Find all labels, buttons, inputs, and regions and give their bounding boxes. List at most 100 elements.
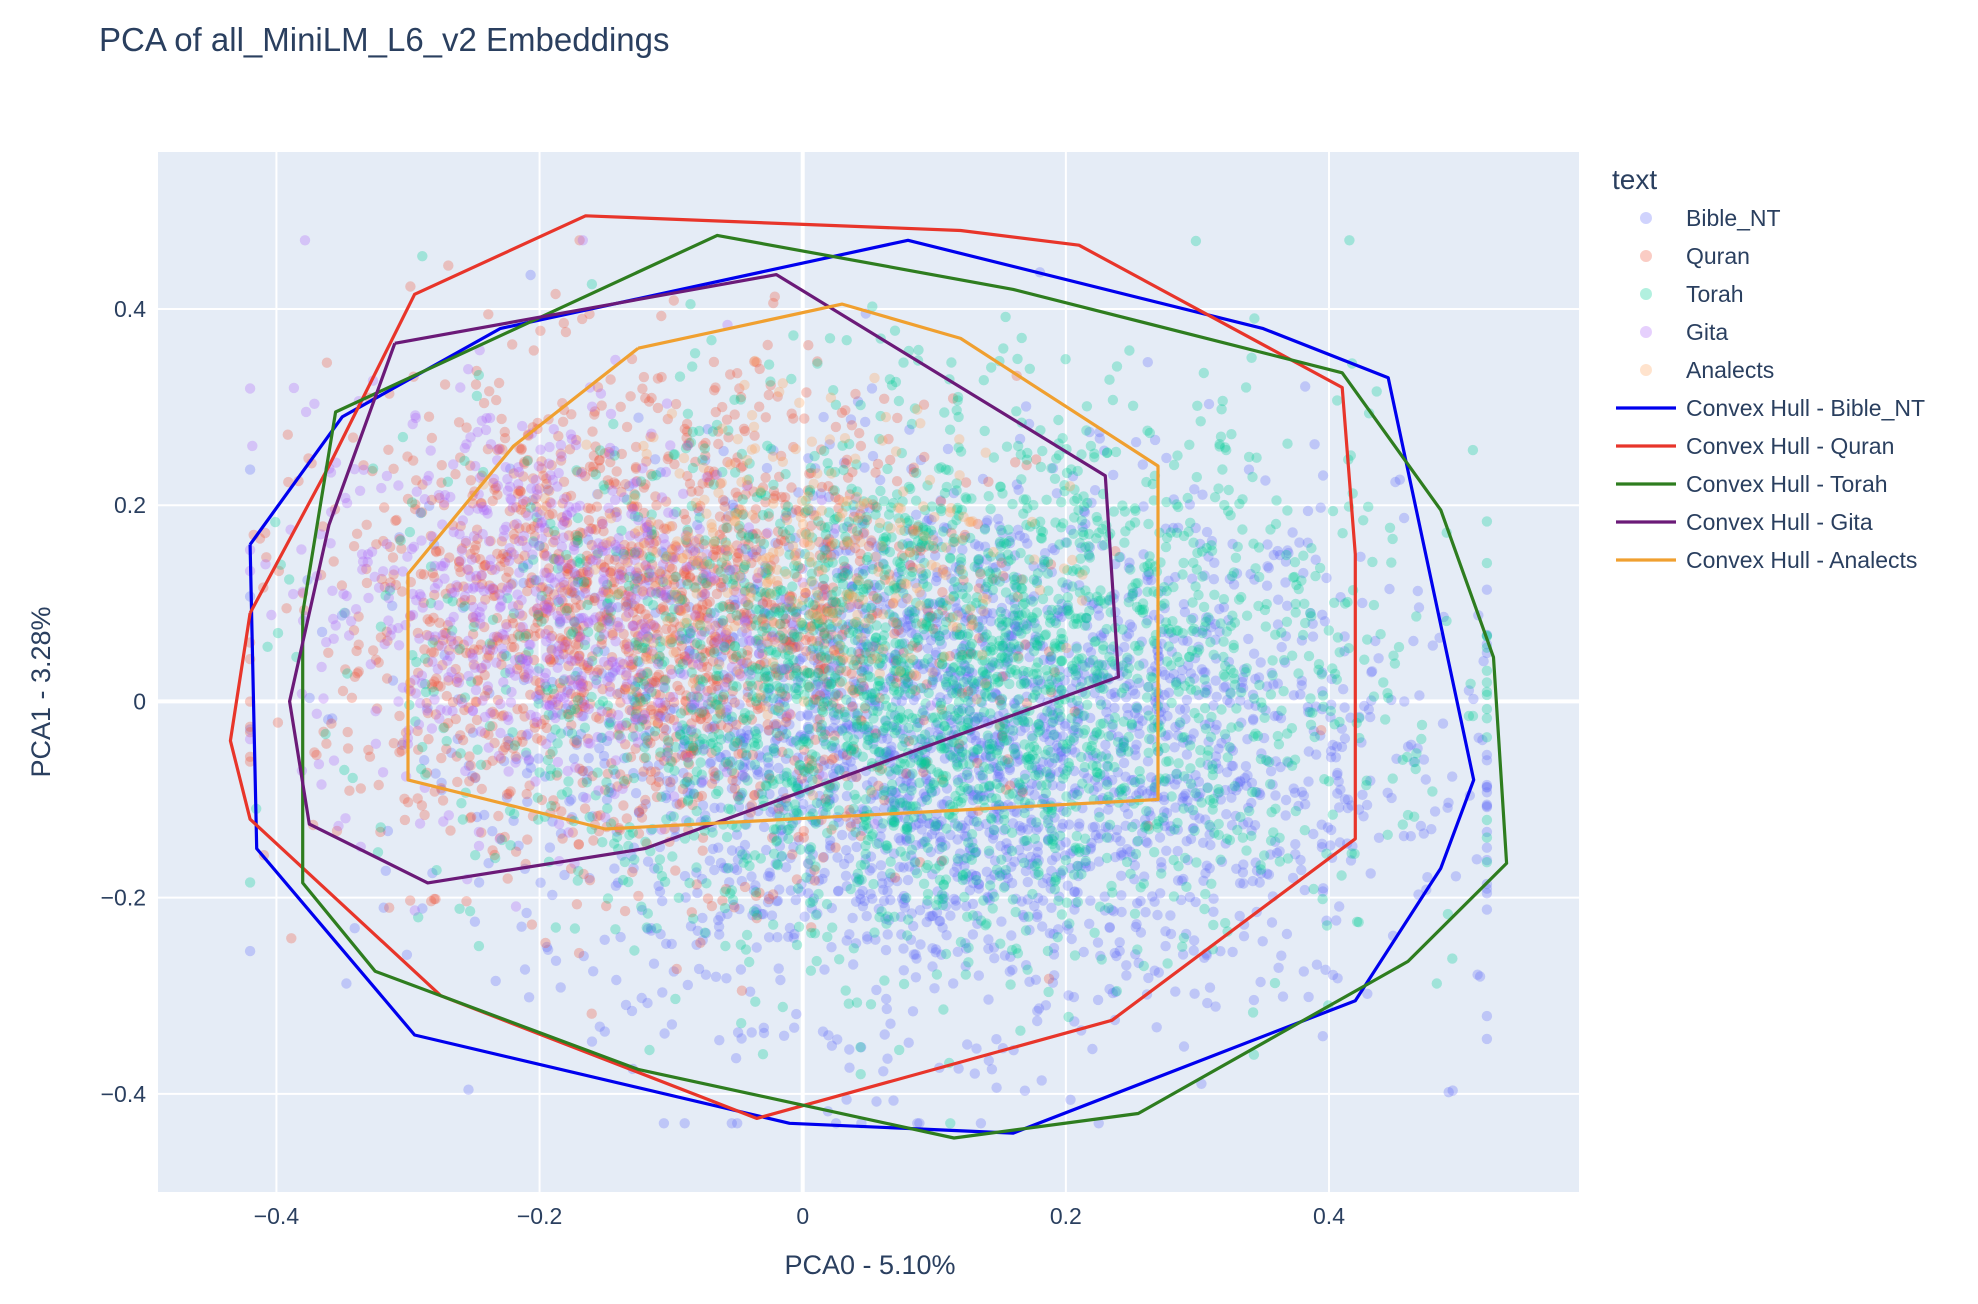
scatter-point bbox=[846, 420, 858, 431]
scatter-point bbox=[1295, 854, 1306, 866]
scatter-point bbox=[758, 821, 770, 833]
scatter-point bbox=[925, 846, 936, 858]
scatter-point bbox=[894, 794, 906, 805]
scatter-point bbox=[1399, 696, 1410, 707]
scatter-point bbox=[970, 847, 981, 858]
scatter-point bbox=[899, 902, 910, 913]
scatter-point bbox=[1065, 1094, 1076, 1106]
scatter-point bbox=[777, 831, 788, 842]
scatter-point bbox=[1049, 753, 1060, 764]
scatter-point bbox=[868, 738, 879, 749]
scatter-point bbox=[1277, 991, 1289, 1002]
scatter-point bbox=[1037, 895, 1049, 906]
scatter-point bbox=[1231, 785, 1242, 796]
scatter-point bbox=[976, 740, 987, 751]
scatter-point bbox=[1013, 782, 1025, 794]
scatter-point bbox=[898, 978, 910, 990]
scatter-point bbox=[903, 678, 914, 689]
scatter-point bbox=[892, 412, 903, 424]
scatter-point bbox=[878, 782, 890, 794]
scatter-point bbox=[920, 710, 931, 722]
scatter-point bbox=[903, 1037, 914, 1048]
scatter-point bbox=[772, 932, 783, 943]
scatter-point bbox=[1062, 602, 1073, 614]
scatter-point bbox=[765, 871, 776, 882]
scatter-point bbox=[1093, 807, 1105, 818]
scatter-point bbox=[651, 633, 662, 644]
scatter-point bbox=[588, 835, 599, 846]
scatter-point bbox=[1124, 654, 1135, 665]
scatter-point bbox=[1198, 837, 1209, 848]
scatter-point bbox=[985, 880, 996, 891]
scatter-point bbox=[1243, 699, 1254, 710]
scatter-point bbox=[1442, 802, 1453, 813]
scatter-point bbox=[1104, 983, 1115, 995]
scatter-point bbox=[1190, 896, 1201, 908]
scatter-point bbox=[501, 572, 512, 583]
scatter-point bbox=[652, 402, 664, 414]
scatter-point bbox=[827, 743, 838, 754]
scatter-point bbox=[640, 794, 651, 806]
scatter-point bbox=[1331, 915, 1342, 926]
scatter-point bbox=[982, 588, 993, 600]
scatter-point bbox=[934, 723, 945, 735]
scatter-point bbox=[691, 805, 702, 817]
scatter-point bbox=[1119, 537, 1130, 548]
scatter-point bbox=[1010, 741, 1021, 753]
scatter-point bbox=[1222, 767, 1233, 778]
scatter-point bbox=[808, 579, 820, 591]
scatter-point bbox=[1290, 849, 1301, 860]
scatter-point bbox=[960, 612, 972, 623]
scatter-point bbox=[840, 870, 852, 881]
scatter-point bbox=[726, 1118, 737, 1129]
scatter-point bbox=[321, 357, 333, 368]
scatter-point bbox=[1104, 922, 1115, 933]
scatter-point bbox=[1004, 762, 1015, 774]
scatter-point bbox=[519, 964, 531, 975]
scatter-point bbox=[889, 710, 901, 721]
scatter-point bbox=[627, 866, 638, 878]
scatter-point bbox=[855, 893, 866, 905]
scatter-point bbox=[522, 796, 533, 807]
scatter-point bbox=[1166, 646, 1178, 657]
scatter-point bbox=[592, 489, 603, 500]
scatter-point bbox=[589, 592, 600, 603]
scatter-point bbox=[1149, 847, 1160, 858]
scatter-point bbox=[1467, 444, 1479, 456]
scatter-point bbox=[1225, 687, 1236, 698]
scatter-point bbox=[1009, 717, 1020, 728]
scatter-point bbox=[1021, 618, 1032, 629]
scatter-point bbox=[1024, 651, 1035, 663]
scatter-point bbox=[803, 340, 814, 351]
scatter-point bbox=[1481, 842, 1493, 853]
scatter-point bbox=[1204, 829, 1215, 840]
scatter-point bbox=[788, 737, 799, 748]
scatter-point bbox=[826, 902, 837, 914]
scatter-point bbox=[666, 1019, 678, 1030]
scatter-point bbox=[900, 737, 911, 748]
scatter-point bbox=[1019, 1085, 1031, 1096]
scatter-point bbox=[720, 707, 732, 718]
scatter-point bbox=[244, 945, 256, 957]
scatter-point bbox=[957, 581, 968, 593]
scatter-point bbox=[751, 904, 762, 915]
scatter-point bbox=[473, 877, 485, 888]
scatter-point bbox=[1329, 597, 1340, 608]
scatter-point bbox=[1427, 786, 1438, 797]
scatter-point bbox=[1359, 654, 1370, 665]
scatter-point bbox=[1100, 739, 1111, 751]
scatter-point bbox=[1089, 730, 1100, 741]
scatter-point bbox=[1334, 802, 1345, 813]
scatter-point bbox=[653, 776, 664, 788]
scatter-point bbox=[756, 908, 767, 920]
scatter-point bbox=[1084, 918, 1095, 929]
scatter-point bbox=[750, 907, 762, 918]
scatter-point bbox=[621, 421, 633, 433]
scatter-point bbox=[806, 645, 817, 656]
scatter-point bbox=[399, 814, 411, 826]
scatter-point bbox=[978, 895, 989, 906]
scatter-point bbox=[1262, 539, 1273, 550]
scatter-point bbox=[983, 732, 994, 744]
scatter-point bbox=[704, 855, 715, 866]
scatter-point bbox=[784, 922, 796, 934]
